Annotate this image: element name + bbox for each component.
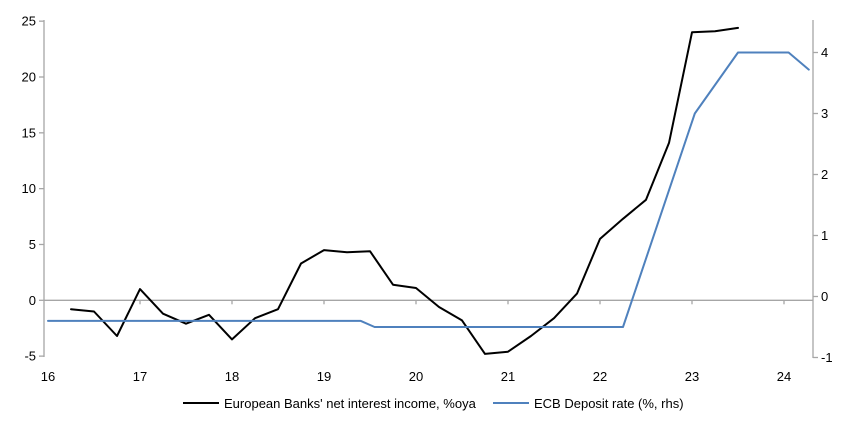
right-y-label: 3 (821, 106, 828, 121)
x-axis-label: 19 (317, 369, 331, 384)
chart-legend: European Banks' net interest income, %oy… (0, 393, 852, 413)
left-y-label: 5 (29, 237, 36, 252)
x-axis-label: 23 (685, 369, 699, 384)
legend-item-ecb-deposit-rate: ECB Deposit rate (%, rhs) (493, 393, 684, 413)
x-axis-label: 16 (41, 369, 55, 384)
right-y-label: -1 (821, 350, 833, 365)
x-axis-label: 24 (777, 369, 791, 384)
legend-item-net-interest-income: European Banks' net interest income, %oy… (183, 393, 476, 413)
left-y-label: 10 (22, 181, 36, 196)
right-y-label: 4 (821, 45, 828, 60)
left-y-label: 25 (22, 14, 36, 29)
right-y-label: 2 (821, 167, 828, 182)
left-y-label: 0 (29, 293, 36, 308)
right-y-label: 0 (821, 289, 828, 304)
x-axis-label: 21 (501, 369, 515, 384)
x-axis-label: 22 (593, 369, 607, 384)
left-y-label: 15 (22, 125, 36, 140)
blue-line-sample (493, 402, 529, 404)
series-line-net-interest-income (70, 26, 739, 355)
black-line-sample (183, 402, 219, 404)
left-y-label: -5 (24, 349, 36, 364)
legend-label-net-interest-income: European Banks' net interest income, %oy… (224, 395, 476, 411)
x-axis-label: 20 (409, 369, 423, 384)
series-line-ecb-deposit-rate (47, 51, 810, 328)
right-y-label: 1 (821, 228, 828, 243)
left-y-label: 20 (22, 70, 36, 85)
legend-label-ecb-deposit-rate: ECB Deposit rate (%, rhs) (534, 395, 684, 411)
x-axis-label: 17 (133, 369, 147, 384)
x-axis-label: 18 (225, 369, 239, 384)
